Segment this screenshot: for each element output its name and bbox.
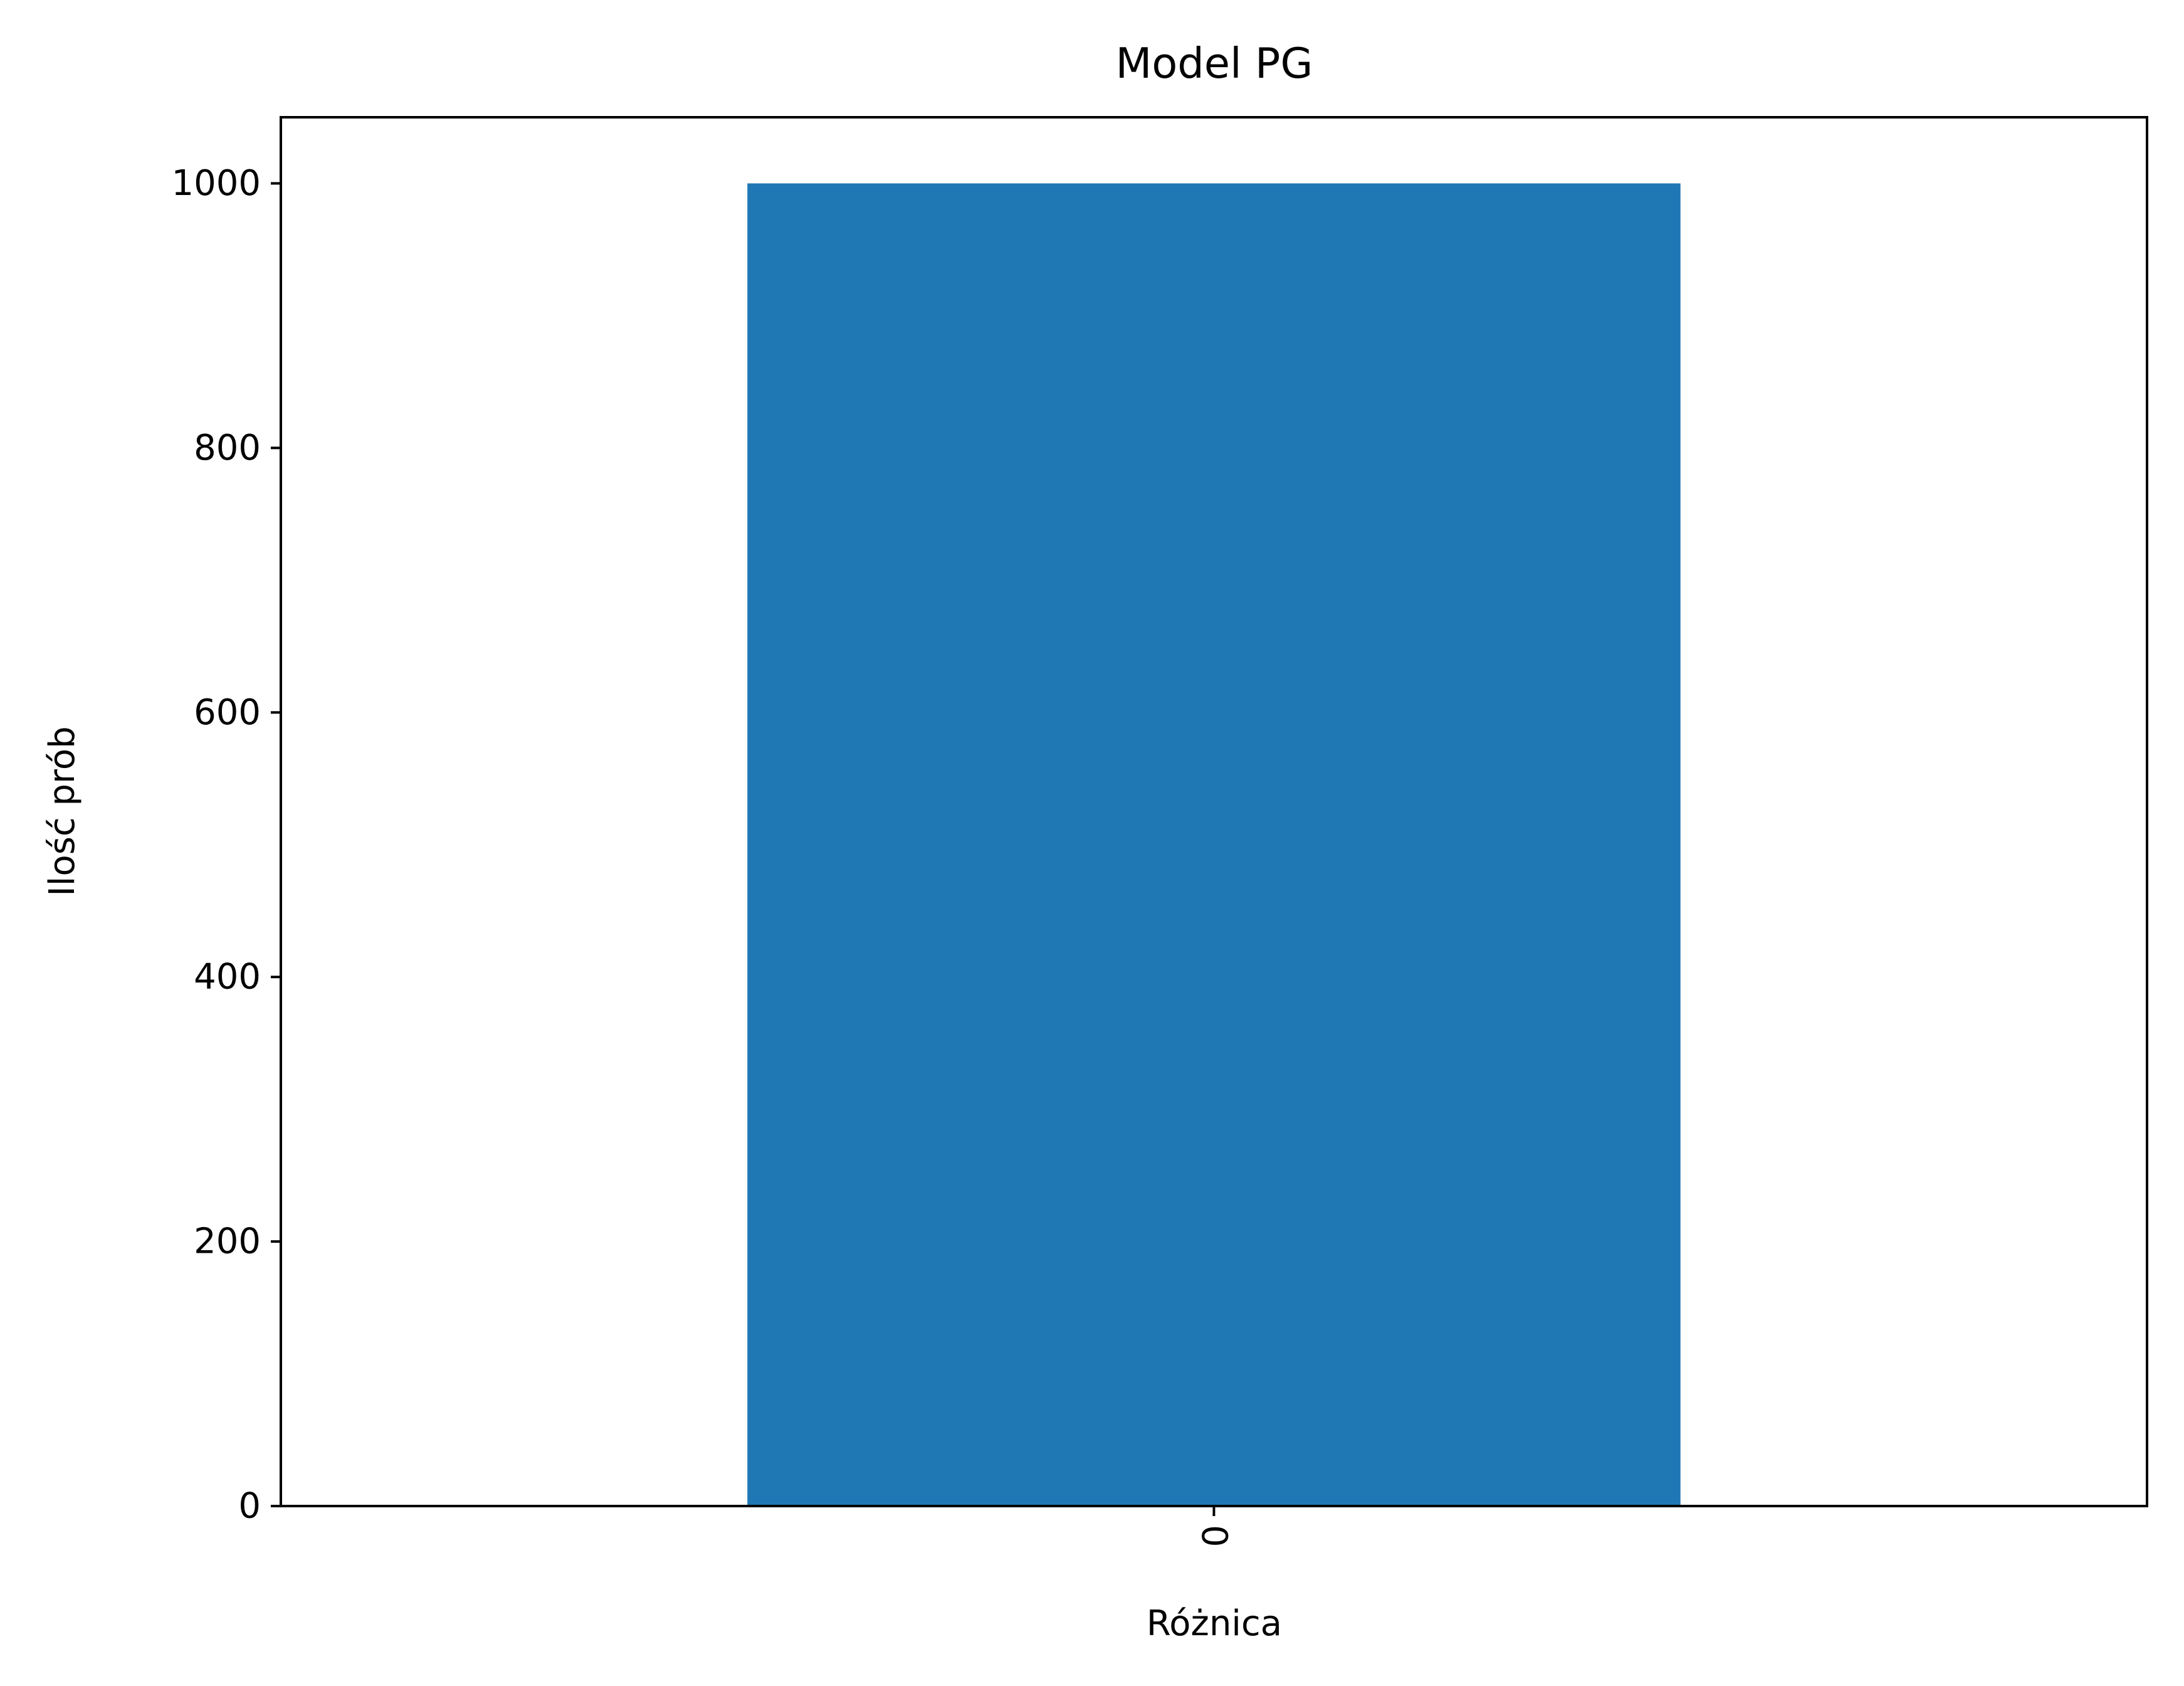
y-tick-label-200: 200 — [194, 1221, 261, 1262]
x-axis-label: Różnica — [1147, 1603, 1282, 1644]
bar-0 — [747, 183, 1681, 1507]
y-tick-label-800: 800 — [194, 428, 261, 468]
y-axis-ticks: 0 200 400 600 800 1000 — [171, 163, 281, 1527]
y-tick-label-400: 400 — [194, 957, 261, 998]
bars-group — [747, 183, 1681, 1507]
y-tick-label-600: 600 — [194, 692, 261, 733]
y-tick-label-1000: 1000 — [171, 163, 261, 204]
plot-frame — [280, 116, 2148, 1507]
x-tick-label-0: 0 — [1194, 1525, 1234, 1547]
chart-title: Model PG — [1116, 39, 1313, 88]
y-axis-label: Ilość prób — [42, 726, 83, 896]
y-tick-label-0: 0 — [238, 1486, 261, 1527]
x-axis-ticks: 0 — [1194, 1506, 1234, 1547]
